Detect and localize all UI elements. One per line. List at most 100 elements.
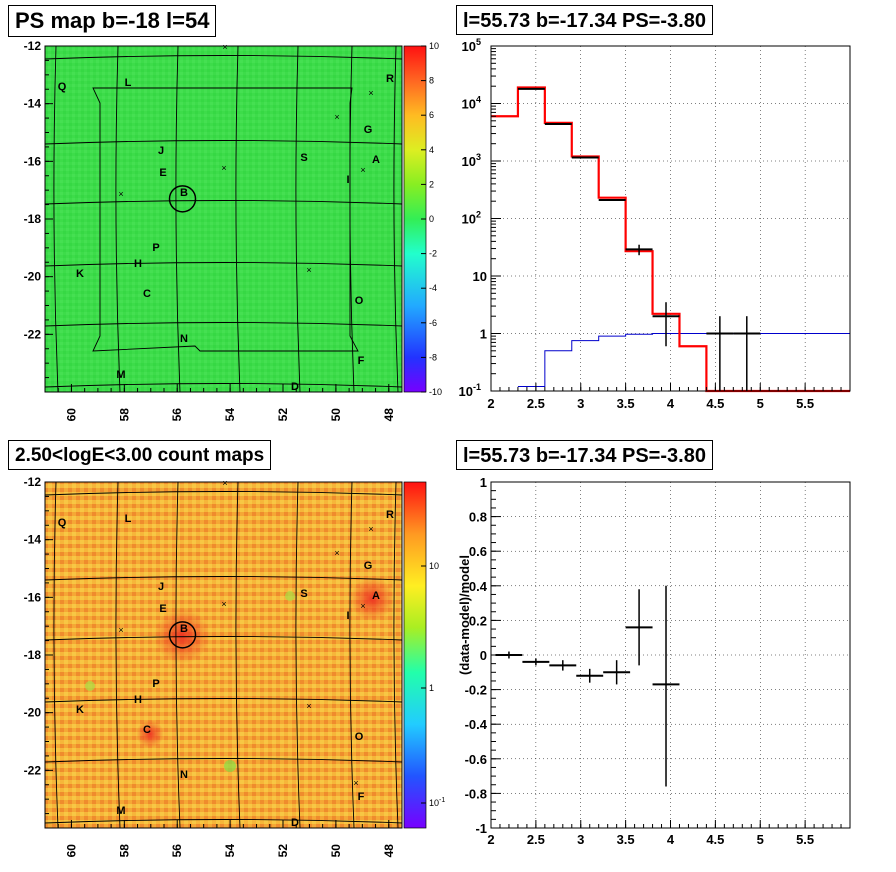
x-tick-label: 60	[64, 408, 78, 422]
x-tick-label: 48	[382, 844, 396, 858]
source-label-h: H	[134, 694, 142, 706]
x-tick-label: 5	[757, 832, 764, 847]
grid-line-lat	[44, 262, 403, 267]
colorbar-tick-label: 1	[429, 683, 434, 693]
colorbar-tick-label: 4	[429, 145, 434, 155]
colorbar-tick-label: 10	[429, 41, 439, 51]
source-label-c: C	[143, 288, 151, 300]
x-marker: ×	[353, 778, 358, 788]
target-circle	[168, 185, 197, 213]
green-speck	[85, 681, 95, 691]
source-label-i: I	[346, 174, 349, 186]
x-tick-label: 52	[276, 408, 290, 422]
grid-line-lon	[295, 45, 301, 393]
target-circle	[168, 621, 197, 649]
source-label-a: A	[372, 590, 380, 602]
grid-line-lat	[44, 758, 403, 763]
grid-line-lat	[44, 55, 403, 60]
ps-map-title: PS map b=-18 l=54	[8, 5, 217, 37]
roi-outline	[92, 87, 359, 352]
source-label-r: R	[386, 509, 394, 521]
source-label-l: L	[125, 513, 132, 525]
x-tick-label: 56	[170, 408, 184, 422]
residual-chart: 2 2.5 3 3.5 4 4.5 5 5.5 1 0.8 0.6 0.4 0.2 0 -0.2 -0.4 -0…	[457, 475, 851, 847]
x-tick-label: 4	[667, 832, 675, 847]
colorbar-tick-label: -6	[429, 318, 437, 328]
colorbar-tick-label: 2	[429, 179, 434, 189]
x-tick-label: 50	[329, 844, 343, 858]
y-tick-label: -14	[24, 533, 42, 547]
source-label-f: F	[358, 791, 365, 803]
y-tick-label: -16	[24, 154, 42, 168]
x-tick-label: 3	[577, 396, 584, 411]
x-marker: ×	[360, 601, 365, 611]
x-marker: ×	[118, 625, 123, 635]
grid-line-lon	[115, 45, 121, 393]
grid-line-lat	[44, 636, 403, 641]
source-label-r: R	[386, 73, 394, 85]
source-label-l: L	[125, 77, 132, 89]
source-label-a: A	[372, 154, 380, 166]
x-tick-label: 2.5	[527, 396, 545, 411]
green-speck	[224, 760, 236, 772]
count-map-panel: 2.50<logE<3.00 count maps	[0, 436, 448, 872]
y-tick-label: 1	[480, 475, 487, 490]
y-tick-label: 0	[480, 648, 487, 663]
colorbar-tick-label: 10-1	[429, 797, 445, 808]
source-label-b: B	[180, 187, 188, 199]
y-tick-label: -0.6	[465, 752, 487, 767]
x-tick-label: 3.5	[617, 832, 635, 847]
source-label-p: P	[152, 242, 159, 254]
colorbar-frame	[403, 481, 427, 829]
source-label-e: E	[159, 603, 166, 615]
colorbar	[404, 482, 426, 828]
count-map-title: 2.50<logE<3.00 count maps	[8, 440, 272, 470]
y-axis-label: (data-model)/model	[457, 555, 472, 675]
residual-title: l=55.73 b=-17.34 PS=-3.80	[456, 440, 713, 470]
y-tick-label: -0.8	[465, 786, 487, 801]
ps-map-panel: PS map b=-18 l=54 Q L R G J S A E I B P H K C O N F M D ×	[0, 0, 448, 436]
colorbar-tick-label: -10	[429, 387, 442, 397]
y-tick-label: 0.4	[469, 579, 488, 594]
y-tick-label: 0.6	[469, 544, 487, 559]
source-label-d: D	[291, 381, 299, 393]
residual-panel: l=55.73 b=-17.34 PS=-3.80 2 2.5 3 3.5 4 4.5 5 5…	[448, 436, 896, 872]
x-marker: ×	[368, 88, 373, 98]
colorbar-tick-label: -2	[429, 249, 437, 259]
x-marker: ×	[334, 548, 339, 558]
x-tick-label: 50	[329, 408, 343, 422]
source-label-s: S	[300, 152, 307, 164]
x-marker: ×	[222, 42, 227, 52]
spectrum-title: l=55.73 b=-17.34 PS=-3.80	[456, 5, 713, 35]
source-label-n: N	[180, 769, 188, 781]
x-tick-label: 2	[487, 396, 494, 411]
x-marker: ×	[306, 701, 311, 711]
colorbar-tick-label: 0	[429, 214, 434, 224]
x-tick-label: 4.5	[706, 832, 724, 847]
source-label-o: O	[355, 295, 364, 307]
colorbar-tick-label: -4	[429, 283, 437, 293]
y-tick-label: -14	[24, 97, 42, 111]
y-tick-label: -22	[24, 327, 42, 341]
green-speck	[285, 591, 295, 601]
y-tick-label: -20	[24, 706, 42, 720]
y-tick-label: 10-1	[459, 382, 481, 399]
x-tick-label: 60	[64, 844, 78, 858]
y-tick-label: -16	[24, 590, 42, 604]
source-label-j: J	[158, 581, 164, 593]
y-tick-label: -20	[24, 270, 42, 284]
source-label-d: D	[291, 817, 299, 829]
y-tick-label: -18	[24, 212, 42, 226]
x-tick-label: 58	[117, 408, 131, 422]
x-marker: ×	[306, 265, 311, 275]
source-label-m: M	[116, 805, 125, 817]
source-label-g: G	[364, 560, 373, 572]
x-marker: ×	[118, 189, 123, 199]
source-label-n: N	[180, 333, 188, 345]
grid-line-lat	[44, 698, 403, 703]
map-background	[45, 482, 402, 828]
x-tick-label: 2.5	[527, 832, 545, 847]
x-tick-label: 52	[276, 844, 290, 858]
hotspot-b	[154, 608, 210, 664]
